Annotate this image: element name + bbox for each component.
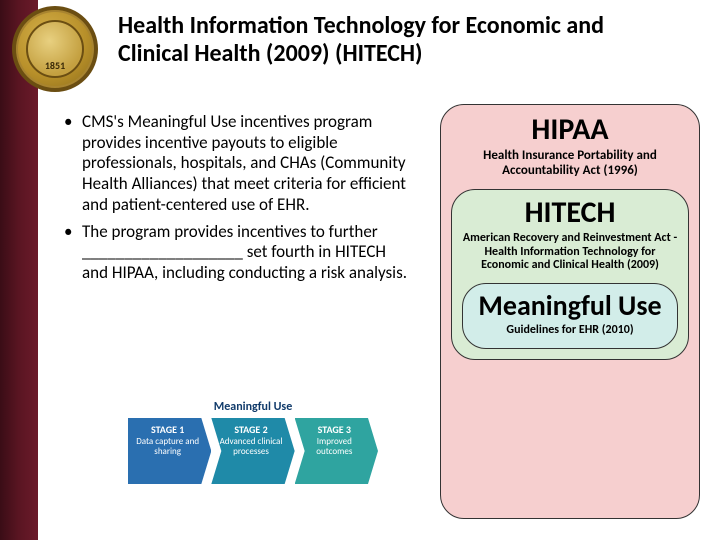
mu-stage-2: STAGE 2 Advanced clinical processes [211, 418, 294, 484]
mu-stage-3: STAGE 3 Improved outcomes [295, 418, 378, 484]
slide-title: Health Information Technology for Econom… [118, 12, 678, 69]
mu-sub: Guidelines for EHR (2010) [473, 324, 667, 338]
bullet-list: CMS's Meaningful Use incentives program … [60, 112, 410, 290]
mu-stages: STAGE 1 Data capture and sharing STAGE 2… [128, 418, 378, 484]
stage-name: STAGE 1 [134, 424, 201, 435]
bullet-item: The program provides incentives to furth… [60, 222, 410, 284]
hipaa-sub: Health Insurance Portability and Account… [451, 149, 689, 179]
meaningful-use-card: Meaningful Use Guidelines for EHR (2010) [462, 283, 678, 349]
slide-title-block: Health Information Technology for Econom… [118, 12, 678, 69]
mu-heading: Meaningful Use [473, 292, 667, 320]
stage-desc: Advanced clinical processes [220, 436, 283, 457]
bullet-item: CMS's Meaningful Use incentives program … [60, 112, 410, 216]
hitech-heading: HITECH [462, 198, 678, 228]
mu-graphic-title: Meaningful Use [128, 400, 378, 414]
hipaa-card: HIPAA Health Insurance Portability and A… [440, 104, 700, 519]
hipaa-heading: HIPAA [451, 115, 689, 145]
stage-name: STAGE 2 [217, 424, 284, 435]
university-seal: 1851 [12, 6, 98, 92]
stage-desc: Data capture and sharing [136, 436, 199, 457]
stage-desc: Improved outcomes [316, 436, 352, 457]
hitech-card: HITECH American Recovery and Reinvestmen… [451, 189, 689, 360]
meaningful-use-graphic: Meaningful Use STAGE 1 Data capture and … [128, 400, 378, 484]
seal-year: 1851 [26, 20, 84, 78]
hitech-sub: American Recovery and Reinvestment Act -… [462, 232, 678, 273]
stage-name: STAGE 3 [301, 424, 368, 435]
mu-stage-1: STAGE 1 Data capture and sharing [128, 418, 211, 484]
